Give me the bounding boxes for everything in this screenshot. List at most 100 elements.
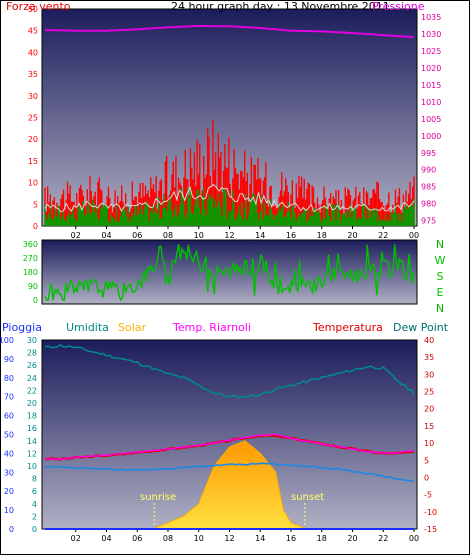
humidity-line	[44, 344, 415, 399]
chart-title: 24 hour graph day : 13 Novembre 2011	[171, 0, 390, 13]
humidity-tick-label: 26	[27, 361, 37, 370]
temperature-tick-label: 35	[424, 353, 434, 362]
direction-tick-label: 90	[28, 282, 38, 291]
wind-lines	[44, 25, 415, 213]
sun-markers: sunrise sunset	[140, 492, 324, 527]
x-tick-label: 10	[194, 534, 204, 543]
pressure-tick-label: 1030	[421, 30, 441, 39]
wind-tick-label: 20	[28, 135, 38, 144]
temperature-tick-label: 0	[424, 473, 429, 482]
compass-letter: N	[436, 238, 444, 251]
sunrise-label: sunrise	[140, 492, 176, 503]
compass-letter: W	[435, 254, 446, 267]
humidity-tick-label: 12	[27, 449, 37, 458]
temperature-tick-label: -5	[424, 491, 432, 500]
pressure-tick-label: 995	[421, 149, 436, 158]
pressure-tick-label: 985	[421, 183, 436, 192]
wind-tick-label: 30	[28, 92, 38, 101]
rain-tick-label: 50	[4, 431, 14, 440]
rain-tick-label: 30	[4, 468, 14, 477]
rain-tick-label: 40	[4, 449, 14, 458]
humidity-tick-label: 4	[32, 500, 37, 509]
wind-tick-label: 5	[33, 200, 38, 209]
pressure-tick-label: 1000	[421, 132, 441, 141]
x-tick-label: 04	[101, 231, 111, 240]
wind-tick-label: 25	[28, 114, 38, 123]
x-tick-label: 00	[409, 534, 419, 543]
rain-y-ticks: 0 10 20 30 40 50 60 70 80 90 100	[0, 336, 14, 534]
humidity-tick-label: 6	[32, 487, 37, 496]
pressure-tick-label: 1015	[421, 81, 441, 90]
x-tick-label: 20	[347, 534, 357, 543]
wind-tick-label: 45	[28, 27, 38, 36]
x-tick-label: 14	[255, 231, 265, 240]
pressure-tick-label: 1010	[421, 98, 441, 107]
humidity-tick-label: 10	[27, 462, 37, 471]
rain-label: Pioggia	[2, 321, 42, 334]
wind-tick-label: 15	[28, 157, 38, 166]
compass-letter: E	[437, 286, 444, 299]
wind-tick-label: 50	[28, 5, 38, 14]
x-tick-label: 22	[378, 231, 388, 240]
humidity-tick-label: 0	[32, 525, 37, 534]
humidity-tick-label: 24	[27, 374, 37, 383]
x-tick-label: 16	[286, 534, 296, 543]
humidity-tick-label: 8	[32, 475, 37, 484]
wind-tick-label: 10	[28, 179, 38, 188]
temperature-tick-label: -10	[424, 508, 437, 517]
x-tick-label: 08	[163, 534, 173, 543]
solar-label: Solar	[118, 321, 147, 334]
wind-average-line	[44, 183, 415, 213]
direction-tick-label: 0	[33, 296, 38, 305]
temperature-tick-label: 30	[424, 370, 434, 379]
wind-x-ticks: 02 04 06 08 10 12 14 16 18 20 22 00	[71, 226, 419, 240]
wind-axis-title: Forza vento	[6, 0, 71, 13]
humidity-tick-label: 28	[27, 349, 37, 358]
temperature-tick-label: 5	[424, 456, 429, 465]
humidity-tick-label: 30	[27, 336, 37, 345]
x-tick-label: 10	[194, 231, 204, 240]
humidity-tick-label: 2	[32, 512, 37, 521]
pressure-y-ticks: 975 980 985 990 995 1000 1005 1010 1015 1020 1025 1…	[421, 13, 441, 225]
pressure-line	[44, 25, 415, 39]
wind-tick-label: 35	[28, 70, 38, 79]
x-tick-label: 18	[317, 534, 327, 543]
heat-index-line	[45, 433, 415, 460]
x-tick-label: 18	[317, 231, 327, 240]
x-tick-label: 06	[132, 231, 142, 240]
rain-tick-label: 80	[4, 374, 14, 383]
temperature-tick-label: 10	[424, 439, 434, 448]
pressure-tick-label: 980	[421, 200, 436, 209]
temperature-y-ticks: -15 -10 -5 0 5 10 15 20 25 30 35 40	[424, 336, 437, 534]
rain-tick-label: 0	[9, 525, 14, 534]
humidity-tick-label: 18	[27, 412, 37, 421]
compass-letter: N	[436, 302, 444, 315]
temperature-tick-label: 25	[424, 388, 434, 397]
pressure-tick-label: 1020	[421, 64, 441, 73]
dewpoint-label: Dew Point	[393, 321, 449, 334]
x-tick-label: 22	[378, 534, 388, 543]
x-tick-label: 12	[224, 231, 234, 240]
wind-direction-line	[44, 244, 415, 302]
x-tick-label: 16	[286, 231, 296, 240]
dewpoint-line	[44, 462, 415, 483]
heat-label: Temp. Riarnoli	[172, 321, 251, 334]
temperature-tick-label: 20	[424, 405, 434, 414]
temperature-tick-label: -15	[424, 525, 437, 534]
sunset-label: sunset	[291, 492, 324, 503]
humidity-label: Umidita	[66, 321, 109, 334]
humidity-tick-label: 14	[27, 437, 37, 446]
direction-y-ticks: 0 90 180 270 360	[23, 240, 38, 305]
direction-series	[44, 244, 415, 302]
temperature-tick-label: 15	[424, 422, 434, 431]
x-tick-label: 04	[101, 534, 111, 543]
pressure-tick-label: 1035	[421, 13, 441, 22]
x-tick-label: 02	[71, 534, 81, 543]
x-tick-label: 00	[409, 231, 419, 240]
rain-tick-label: 70	[4, 393, 14, 402]
